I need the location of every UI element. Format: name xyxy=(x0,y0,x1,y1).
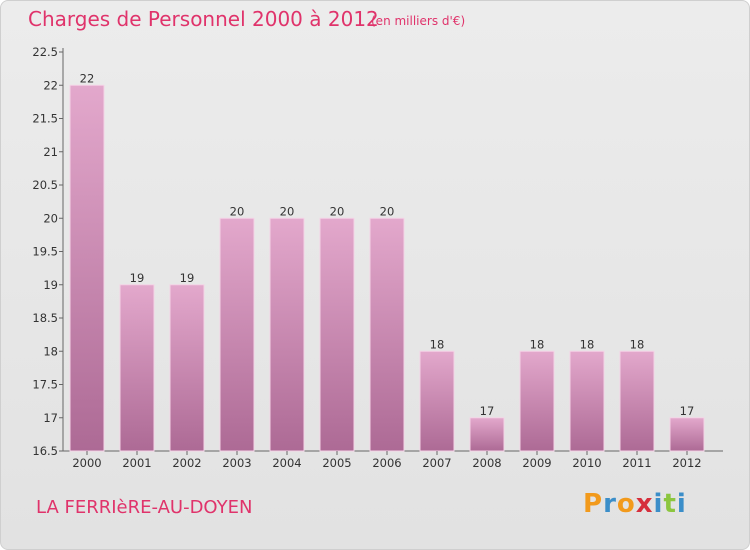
bar-value-label: 19 xyxy=(180,271,195,285)
y-tick-label: 18.5 xyxy=(32,311,58,325)
bar-value-label: 20 xyxy=(230,204,245,218)
bar xyxy=(619,350,655,452)
chart-title: Charges de Personnel 2000 à 2012 xyxy=(28,7,379,31)
y-tick-label: 19.5 xyxy=(32,245,58,259)
logo-letter: o xyxy=(616,489,636,519)
y-tick-label: 20.5 xyxy=(32,178,58,192)
y-tick-label: 22 xyxy=(43,78,58,92)
bar-value-label: 17 xyxy=(480,404,495,418)
bar xyxy=(269,217,305,452)
y-tick-label: 17.5 xyxy=(32,378,58,392)
proxiti-logo[interactable]: Proxiti xyxy=(583,489,687,519)
logo-letter: i xyxy=(653,489,664,519)
bar-value-label: 19 xyxy=(130,271,145,285)
bar xyxy=(319,217,355,452)
x-tick-label: 2009 xyxy=(522,456,551,470)
bar-value-label: 17 xyxy=(680,404,695,418)
bar-value-label: 18 xyxy=(580,337,595,351)
bar xyxy=(419,350,455,452)
bar-value-label: 18 xyxy=(530,337,545,351)
logo-letter: t xyxy=(663,489,677,519)
x-tick-label: 2007 xyxy=(422,456,451,470)
bar xyxy=(369,217,405,452)
x-tick-label: 2003 xyxy=(222,456,251,470)
bar xyxy=(569,350,605,452)
bar xyxy=(669,417,705,452)
x-tick-label: 2006 xyxy=(372,456,401,470)
y-tick-label: 19 xyxy=(43,278,58,292)
commune-name: LA FERRIèRE-AU-DOYEN xyxy=(36,497,253,518)
bar-value-label: 18 xyxy=(430,337,445,351)
x-tick-label: 2012 xyxy=(672,456,701,470)
y-tick-label: 21.5 xyxy=(32,112,58,126)
y-tick-label: 18 xyxy=(43,344,58,358)
x-tick-label: 2004 xyxy=(272,456,301,470)
bar-value-label: 20 xyxy=(380,204,395,218)
bar-value-label: 22 xyxy=(80,71,95,85)
bar xyxy=(119,284,155,452)
y-tick-label: 16.5 xyxy=(32,444,58,458)
bar xyxy=(69,84,105,452)
y-tick-label: 22.5 xyxy=(32,45,58,59)
y-tick-label: 17 xyxy=(43,411,58,425)
bar-value-label: 18 xyxy=(630,337,645,351)
x-tick-label: 2005 xyxy=(322,456,351,470)
bar xyxy=(469,417,505,452)
bar-value-label: 20 xyxy=(330,204,345,218)
y-tick-label: 21 xyxy=(43,145,58,159)
logo-letter: x xyxy=(635,489,654,519)
x-tick-label: 2011 xyxy=(622,456,651,470)
bar xyxy=(169,284,205,452)
logo-letter: r xyxy=(603,489,617,519)
chart-unit: (en milliers d'€) xyxy=(371,14,466,28)
bar xyxy=(219,217,255,452)
y-tick-label: 20 xyxy=(43,211,58,225)
x-tick-label: 2008 xyxy=(472,456,501,470)
bar xyxy=(519,350,555,452)
logo-letter: i xyxy=(676,489,687,519)
logo-letter: P xyxy=(583,489,604,519)
x-tick-label: 2002 xyxy=(172,456,201,470)
x-tick-label: 2000 xyxy=(72,456,101,470)
bar-value-label: 20 xyxy=(280,204,295,218)
x-tick-label: 2010 xyxy=(572,456,601,470)
x-tick-label: 2001 xyxy=(122,456,151,470)
